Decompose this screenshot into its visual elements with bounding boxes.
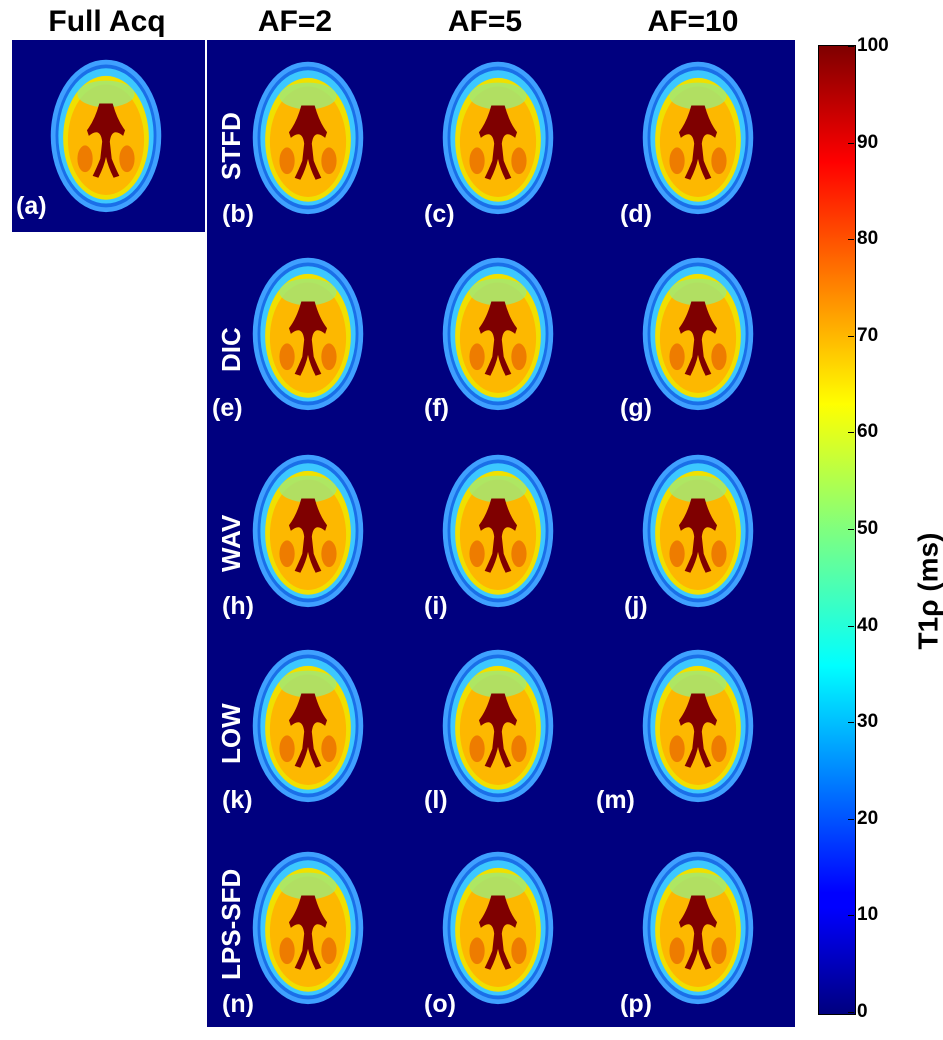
row-label-low: LOW <box>216 703 246 764</box>
panel-label-n: (n) <box>222 990 254 1018</box>
colorbar-tick-label: 70 <box>857 324 879 346</box>
colorbar-tick-label: 30 <box>857 711 879 733</box>
brain-map <box>642 649 754 803</box>
panel-label-g: (g) <box>620 394 652 422</box>
brain-map <box>642 454 754 608</box>
row-label-dic: DIC <box>216 327 246 372</box>
brain-map <box>442 61 554 215</box>
colorbar-tick-mark <box>848 142 854 144</box>
brain-map <box>252 454 364 608</box>
panel-label-o: (o) <box>424 990 456 1018</box>
panel-label-j: (j) <box>624 592 648 620</box>
colorbar-tick-mark <box>848 432 854 434</box>
brain-map <box>252 61 364 215</box>
brain-map <box>642 851 754 1005</box>
panel-label-h: (h) <box>222 592 254 620</box>
brain-map <box>252 257 364 411</box>
colorbar-tick-mark <box>848 915 854 917</box>
panel-label-f: (f) <box>424 394 449 422</box>
colorbar-title: T1ρ (ms) <box>912 532 943 650</box>
colorbar-gradient <box>819 46 855 1014</box>
colorbar-tick-mark <box>848 46 854 47</box>
colorbar-tick-label: 10 <box>857 904 879 926</box>
brain-map <box>442 257 554 411</box>
colorbar-tick-label: 100 <box>857 35 889 56</box>
panel-label-b: (b) <box>222 200 254 228</box>
colorbar-tick-mark <box>848 335 854 337</box>
panel-label-k: (k) <box>222 786 253 814</box>
colorbar-tick-mark <box>848 529 854 530</box>
brain-map <box>50 59 162 213</box>
panel-label-a: (a) <box>16 192 47 220</box>
colorbar <box>818 45 856 1015</box>
colorbar-tick-label: 20 <box>857 807 879 829</box>
panel-label-d: (d) <box>620 200 652 228</box>
colorbar-tick-label: 0 <box>857 1001 868 1022</box>
brain-map <box>642 257 754 411</box>
row-label-wav: WAV <box>216 514 246 572</box>
row-label-lps-sfd: LPS-SFD <box>216 868 246 980</box>
brain-map <box>442 454 554 608</box>
colorbar-tick-mark <box>848 239 854 241</box>
brain-map <box>442 649 554 803</box>
colorbar-tick-label: 60 <box>857 421 879 443</box>
row-label-stfd: STFD <box>216 112 246 180</box>
colorbar-tick-label: 90 <box>857 131 879 153</box>
panel-label-m: (m) <box>596 786 635 814</box>
column-header-af10: AF=10 <box>647 5 739 38</box>
colorbar-tick-label: 40 <box>857 614 879 636</box>
colorbar-tick-label: 50 <box>857 518 879 539</box>
colorbar-tick-mark <box>848 625 854 627</box>
colorbar-tick-mark <box>848 1012 854 1013</box>
brain-map <box>642 61 754 215</box>
colorbar-tick-label: 80 <box>857 228 879 250</box>
panel-label-c: (c) <box>424 200 455 228</box>
column-header-af2: AF=2 <box>257 5 333 38</box>
colorbar-tick-mark <box>848 722 854 724</box>
brain-map <box>442 851 554 1005</box>
panel-label-p: (p) <box>620 990 652 1018</box>
brain-map <box>252 851 364 1005</box>
colorbar-tick-mark <box>848 818 854 820</box>
panel-label-i: (i) <box>424 592 448 620</box>
column-header-af5: AF=5 <box>447 5 523 38</box>
column-header-full-acq: Full Acq <box>48 5 166 38</box>
brain-map <box>252 649 364 803</box>
panel-label-e: (e) <box>212 394 243 422</box>
panel-label-l: (l) <box>424 786 448 814</box>
